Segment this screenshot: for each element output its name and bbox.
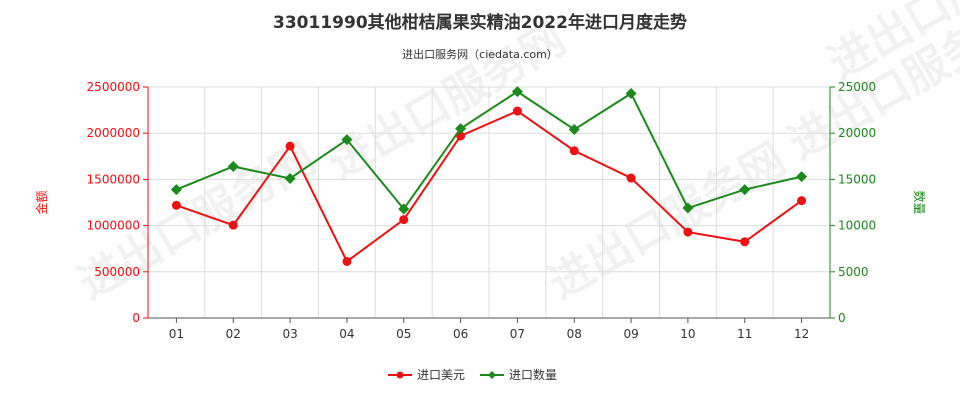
y-right-tick-label: 0 xyxy=(838,311,846,325)
data-point[interactable] xyxy=(455,123,467,135)
watermark-text: 进出口服务网 xyxy=(540,133,794,309)
legend-item[interactable]: 进口美元 xyxy=(388,368,465,382)
x-tick-label: 04 xyxy=(339,327,354,341)
y-left-tick-label: 0 xyxy=(132,311,140,325)
data-point[interactable] xyxy=(284,172,296,184)
watermark-text: 进出口服务网 xyxy=(320,13,574,189)
legend[interactable]: 进口美元 进口数量 xyxy=(388,367,557,382)
data-point[interactable] xyxy=(740,237,750,247)
x-tick-label: 10 xyxy=(680,327,695,341)
legend-item[interactable]: 进口数量 xyxy=(480,367,557,382)
data-point[interactable] xyxy=(228,220,238,230)
data-point[interactable] xyxy=(171,200,181,210)
data-point[interactable] xyxy=(568,124,580,136)
y-left-tick-label: 2000000 xyxy=(87,126,140,140)
data-point[interactable] xyxy=(285,141,295,151)
legend-swatch-marker xyxy=(488,371,496,379)
data-point[interactable] xyxy=(227,160,239,172)
axes: 0 500000 1000000 1500000 2000000 2500000 0 5000… xyxy=(87,80,877,341)
y-left-tick-label: 500000 xyxy=(94,265,140,279)
legend-label: 进口美元 xyxy=(417,368,465,382)
grid-lines xyxy=(147,86,831,319)
y-axis-left-label: 金额 xyxy=(34,190,49,214)
y-axis-right-label: 数量 xyxy=(912,190,927,214)
data-point[interactable] xyxy=(456,131,466,141)
x-tick-label: 09 xyxy=(623,327,638,341)
series-1 xyxy=(171,106,807,266)
x-tick-label: 01 xyxy=(169,327,184,341)
y-left-tick-label: 1000000 xyxy=(87,219,140,233)
series-layer xyxy=(170,86,808,266)
data-point[interactable] xyxy=(511,86,523,98)
data-point[interactable] xyxy=(797,196,807,206)
x-tick-label: 05 xyxy=(396,327,411,341)
data-point[interactable] xyxy=(399,215,409,225)
chart-title: 33011990其他柑桔属果实精油2022年进口月度走势 xyxy=(273,12,687,33)
data-point[interactable] xyxy=(625,87,637,99)
y-left-tick-label: 2500000 xyxy=(87,80,140,94)
y-left-tick-label: 1500000 xyxy=(87,172,140,186)
data-point[interactable] xyxy=(569,146,579,156)
data-point[interactable] xyxy=(626,173,636,183)
x-tick-label: 08 xyxy=(567,327,582,341)
data-point[interactable] xyxy=(796,171,808,183)
series-line xyxy=(176,109,803,263)
series-2 xyxy=(170,86,808,215)
data-point[interactable] xyxy=(341,134,353,146)
data-point[interactable] xyxy=(683,227,693,237)
legend-label: 进口数量 xyxy=(509,367,557,382)
data-point[interactable] xyxy=(682,202,694,214)
x-tick-label: 07 xyxy=(510,327,525,341)
data-point[interactable] xyxy=(342,256,352,266)
data-point[interactable] xyxy=(398,203,410,215)
x-tick-label: 03 xyxy=(282,327,297,341)
x-tick-label: 12 xyxy=(794,327,809,341)
y-right-tick-label: 10000 xyxy=(838,219,876,233)
data-point[interactable] xyxy=(170,184,182,196)
x-tick-label: 02 xyxy=(226,327,241,341)
y-right-tick-label: 5000 xyxy=(838,265,869,279)
data-point[interactable] xyxy=(739,184,751,196)
y-right-tick-label: 15000 xyxy=(838,172,876,186)
x-tick-label: 11 xyxy=(737,327,752,341)
y-right-tick-label: 20000 xyxy=(838,126,876,140)
x-tick-label: 06 xyxy=(453,327,468,341)
chart-subtitle: 进出口服务网（ciedata.com） xyxy=(402,47,558,61)
legend-swatch-marker xyxy=(396,371,404,379)
y-right-tick-label: 25000 xyxy=(838,80,876,94)
data-point[interactable] xyxy=(512,106,522,116)
series-line xyxy=(176,90,802,211)
